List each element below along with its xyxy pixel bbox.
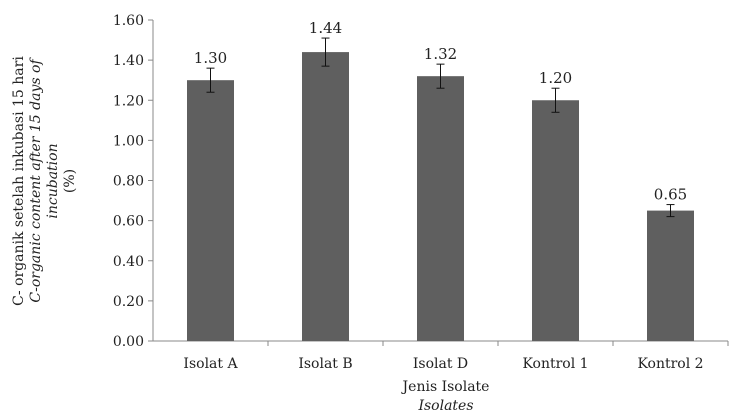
bar [187, 80, 234, 341]
y-axis-title-line-2: C-organic content after 15 days of [28, 57, 44, 303]
y-tick-label: 1.60 [113, 13, 144, 29]
data-label: 1.44 [309, 19, 342, 37]
y-axis-ticks: 0.00 0.20 0.40 0.60 0.80 1.00 1.20 1.40 1.60 [113, 13, 153, 350]
x-tick-label: Kontrol 1 [522, 356, 588, 372]
x-tick-label: Isolat A [183, 356, 238, 372]
y-axis-title-line-4: (%) [62, 169, 78, 193]
bar [302, 52, 349, 341]
data-label: 1.32 [424, 45, 457, 63]
data-label: 0.65 [654, 186, 687, 204]
bar [647, 210, 694, 341]
y-tick-label: 0.60 [113, 214, 144, 230]
x-axis-title-english: Isolates [417, 398, 473, 414]
y-tick-label: 0.80 [113, 174, 144, 190]
y-tick-label: 0.00 [113, 334, 144, 350]
y-tick-label: 0.40 [113, 254, 144, 270]
x-axis-tick-labels: Isolat A Isolat B Isolat D Kontrol 1 Kontrol… [183, 341, 729, 372]
data-label: 1.30 [194, 49, 227, 67]
bar [532, 100, 579, 341]
y-tick-label: 1.00 [113, 133, 144, 149]
y-axis-title-line-3: incubation [45, 143, 61, 218]
y-axis-title-line-1: C- organik setelah inkubasi 15 hari [11, 56, 27, 306]
y-tick-label: 1.40 [113, 53, 144, 69]
y-tick-label: 0.20 [113, 294, 144, 310]
x-tick-label: Isolat B [298, 356, 352, 372]
data-label: 1.20 [539, 69, 572, 87]
bars: 1.30 1.44 1.32 1.20 0.65 [187, 19, 694, 342]
bar [417, 76, 464, 342]
x-tick-label: Isolat D [413, 356, 468, 372]
x-tick-label: Kontrol 2 [637, 356, 703, 372]
y-tick-label: 1.20 [113, 93, 144, 109]
x-axis-title: Jenis Isolate [401, 379, 490, 395]
y-axis-title: C- organik setelah inkubasi 15 hari C-or… [11, 56, 78, 306]
